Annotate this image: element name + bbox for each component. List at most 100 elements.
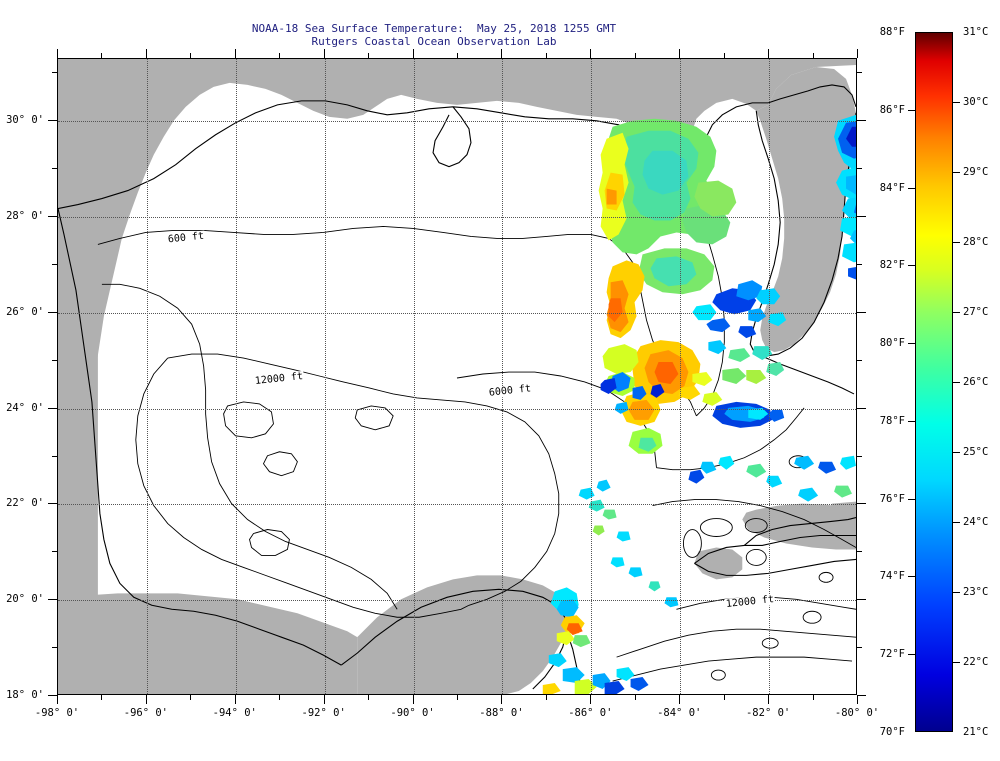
y-tick-major [48, 599, 57, 601]
colorbar-label-fahrenheit: 80°F [879, 337, 905, 350]
x-tick-major [145, 49, 147, 58]
colorbar[interactable]: 70°F 72°F 74°F 76°F 78°F 80°F 82°F 84°F 86°F 88°F… [880, 26, 989, 738]
colorbar-label-celsius: 28°C [963, 236, 989, 248]
x-tick-major [590, 49, 592, 58]
y-tick-major [48, 120, 57, 122]
x-tick-label: -98° 0' [34, 707, 80, 719]
y-tick-label: 30° 0' [6, 114, 44, 127]
colorbar-label-celsius: 25°C [963, 446, 989, 458]
y-tick-minor [857, 359, 862, 361]
y-tick-label: 28° 0' [6, 210, 44, 223]
x-tick-minor [812, 53, 814, 58]
x-tick-major [501, 695, 503, 704]
x-tick-label: -82° 0' [745, 707, 791, 719]
x-tick-label: -88° 0' [479, 707, 524, 719]
gridline-longitude [146, 59, 148, 694]
colorbar-label-fahrenheit: 70°F [879, 726, 905, 738]
x-tick-minor [634, 695, 636, 700]
x-tick-minor [279, 695, 281, 700]
colorbar-label-celsius: 22°C [963, 656, 989, 668]
y-tick-label: 18° 0' [6, 689, 44, 701]
colorbar-label-fahrenheit: 84°F [879, 181, 905, 194]
x-tick-minor [101, 695, 103, 700]
gridline-longitude [591, 59, 593, 694]
x-tick-major [412, 49, 414, 58]
y-tick-minor [52, 168, 57, 170]
x-tick-minor [723, 53, 725, 58]
colorbar-label-fahrenheit: 82°F [879, 259, 905, 272]
x-tick-major [768, 49, 770, 58]
y-tick-major [857, 216, 866, 218]
colorbar-label-fahrenheit: 74°F [879, 570, 905, 583]
gridline-latitude [58, 408, 856, 410]
colorbar-tick-fahrenheit [908, 654, 915, 656]
colorbar-tick-celsius [953, 382, 960, 383]
y-tick-minor [52, 359, 57, 361]
gridline-longitude [502, 59, 504, 694]
colorbar-tick-celsius [953, 172, 960, 173]
y-tick-minor [52, 72, 57, 74]
gridline-longitude [235, 59, 237, 694]
y-tick-major [857, 503, 866, 505]
gridline-latitude [58, 312, 856, 314]
y-tick-minor [857, 168, 862, 170]
colorbar-label-fahrenheit: 76°F [879, 492, 905, 505]
chart-title: NOAA-18 Sea Surface Temperature: May 25,… [251, 22, 617, 35]
y-tick-minor [52, 551, 57, 553]
colorbar-label-celsius: 31°C [963, 26, 989, 38]
map-graphics [58, 59, 856, 694]
colorbar-tick-celsius [953, 592, 960, 593]
y-tick-label: 20° 0' [6, 593, 44, 606]
y-tick-major [857, 311, 866, 313]
y-tick-major [857, 407, 866, 409]
y-tick-label: 22° 0' [6, 497, 44, 510]
map-inner [58, 59, 856, 694]
sst-map-plot-area[interactable] [57, 58, 857, 695]
y-tick-minor [52, 647, 57, 649]
colorbar-label-celsius: 23°C [963, 586, 989, 598]
gridline-latitude [58, 121, 856, 123]
colorbar-label-fahrenheit: 88°F [879, 26, 905, 38]
y-tick-major [857, 599, 866, 601]
x-tick-major [679, 49, 681, 58]
y-tick-minor [52, 455, 57, 457]
y-tick-minor [857, 455, 862, 457]
x-tick-major [323, 695, 325, 704]
x-tick-major [590, 695, 592, 704]
x-tick-major [857, 695, 858, 704]
colorbar-tick-fahrenheit [908, 498, 915, 500]
x-tick-major [234, 695, 236, 704]
colorbar-label-celsius: 30°C [963, 96, 989, 108]
colorbar-label-fahrenheit: 78°F [879, 414, 905, 427]
x-tick-major [234, 49, 236, 58]
x-tick-label: -92° 0' [301, 707, 346, 719]
y-tick-major [857, 120, 866, 122]
x-tick-label: -90° 0' [390, 707, 435, 719]
y-tick-minor [857, 72, 862, 74]
colorbar-gradient [915, 32, 953, 732]
x-tick-label: -80° 0' [834, 707, 880, 719]
x-tick-minor [368, 695, 370, 700]
y-tick-major [48, 503, 57, 505]
x-tick-major [57, 49, 58, 58]
gridline-latitude [58, 504, 856, 506]
x-tick-major [679, 695, 681, 704]
x-tick-minor [190, 695, 192, 700]
colorbar-label-fahrenheit: 86°F [879, 103, 905, 116]
y-tick-minor [857, 551, 862, 553]
colorbar-tick-fahrenheit [908, 576, 915, 578]
colorbar-tick-fahrenheit [908, 343, 915, 345]
x-tick-major [412, 695, 414, 704]
x-tick-major [145, 695, 147, 704]
x-tick-minor [101, 53, 103, 58]
x-tick-minor [368, 53, 370, 58]
y-tick-major [857, 695, 866, 696]
colorbar-tick-fahrenheit [908, 187, 915, 189]
y-tick-major [48, 311, 57, 313]
x-tick-label: -96° 0' [123, 707, 169, 719]
x-tick-major [857, 49, 858, 58]
gridline-longitude [769, 59, 771, 694]
sst-swath-data [542, 114, 856, 694]
x-tick-label: -84° 0' [657, 707, 702, 719]
x-tick-label: -86° 0' [568, 707, 613, 719]
